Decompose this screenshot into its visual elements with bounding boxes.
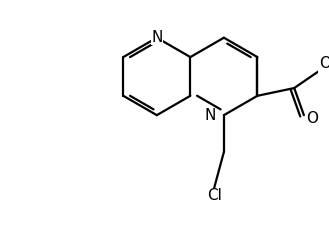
- Text: N: N: [205, 108, 216, 123]
- Text: O: O: [306, 111, 317, 126]
- Text: N: N: [151, 30, 163, 45]
- Text: O: O: [319, 56, 329, 71]
- Text: Cl: Cl: [207, 188, 222, 203]
